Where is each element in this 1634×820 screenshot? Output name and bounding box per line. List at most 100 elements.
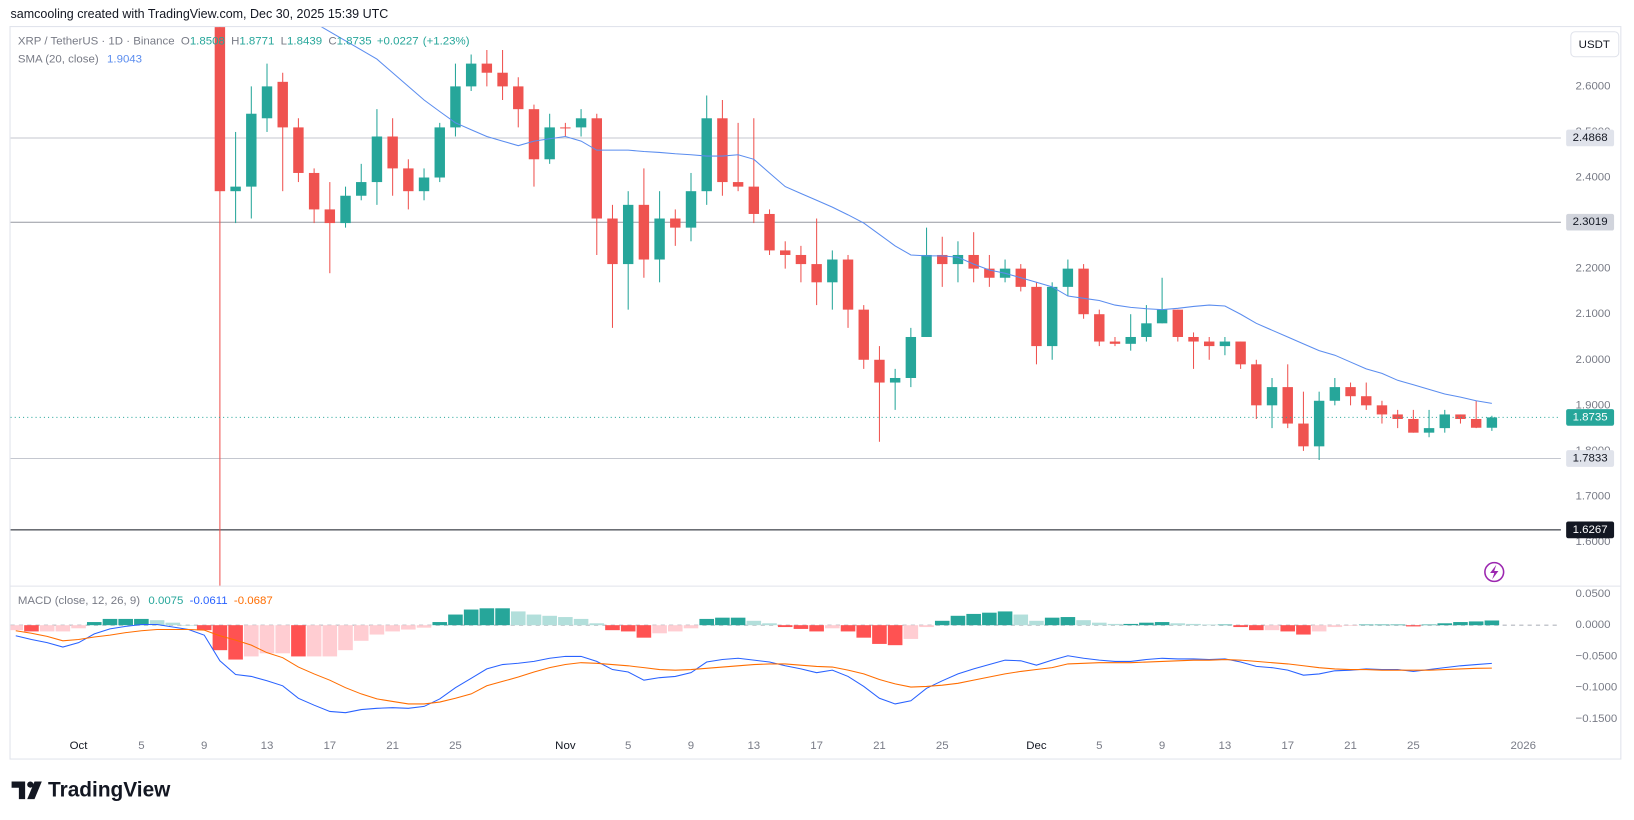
histogram-bar [825,625,840,629]
histogram-bar [903,625,919,639]
candle-body [1141,323,1152,337]
histogram-bar [1123,623,1138,626]
histogram-bar [1311,625,1327,632]
y-tick-label: 1.6000 [1576,536,1611,548]
x-tick-label: 13 [1219,740,1232,752]
histogram-bar [573,618,589,626]
histogram-bar [102,618,118,626]
x-tick-label: 25 [1407,740,1420,752]
y-tick-label: 1.9000 [1576,399,1611,411]
x-tick-label: 9 [688,740,694,752]
sma-value: 1.9043 [107,53,142,65]
histogram-bar [322,625,338,657]
candle-body [874,359,885,383]
histogram-bar [1358,624,1374,626]
macd-pane [10,608,1561,714]
x-tick-label: 25 [936,740,949,752]
macd-line [15,629,1492,705]
histogram-bar [1029,620,1044,626]
candle-body [1062,268,1074,287]
candle-body [1078,268,1089,315]
candle-body [968,254,979,269]
change-pct: (+1.23%) [423,36,470,48]
candle-body [1219,341,1231,347]
candle-body [764,213,775,251]
macd-legend: MACD (close, 12, 26, 9) 0.0075 -0.0611 -0.0… [18,595,273,607]
alert-icon[interactable] [1484,561,1505,583]
y-tick-label: 2.1000 [1576,308,1611,320]
price-pane [10,27,1561,586]
level-tag-bg [1566,450,1615,467]
histogram-bar [134,618,149,626]
histogram-bar [181,625,196,626]
ohlc-value: 1.8508 [190,36,225,48]
histogram-bar [10,625,24,631]
x-tick-label: 17 [810,740,823,752]
x-tick-label: Dec [1026,740,1047,752]
candle-body [450,86,461,128]
candle-body [638,204,650,260]
histogram-bar [762,623,777,626]
level-tag-bg [1566,521,1615,539]
histogram-bar [338,625,353,651]
candle-body [434,127,445,178]
currency-button[interactable] [1570,31,1620,58]
candle-body [905,336,917,378]
candle-body [717,118,728,183]
histogram-bar [1343,625,1358,626]
candle-body [1109,341,1121,344]
x-tick-label: Oct [70,740,89,752]
candle-body [1361,396,1372,406]
histogram-bar [1249,625,1264,631]
logo-text: TradingView [48,778,171,801]
y-tick-label: 2.0000 [1576,354,1611,366]
histogram-bar [1013,614,1029,626]
histogram-bar [777,625,793,628]
candle-body [1329,387,1341,401]
histogram-bar [228,625,243,660]
last-price-tag: 1.8735 [1573,411,1608,423]
candle-body [952,254,964,265]
candle-body [230,186,241,192]
candle-body [607,218,618,265]
histogram-bar [1233,625,1248,628]
macd-value: -0.0611 [190,595,228,607]
x-tick-label: 17 [323,740,336,752]
histogram-bar [982,612,997,626]
histogram-bar [715,617,730,626]
y-tick-label: 1.7000 [1576,490,1611,502]
candle-body [371,136,383,183]
histogram-bar [1421,624,1437,626]
candle-body [1313,400,1325,447]
candle-body [1298,423,1309,447]
histogram-bar [24,625,39,632]
histogram-bar [1060,617,1076,626]
histogram-bar [196,625,212,631]
candle-body [1455,414,1466,419]
candle-body [1470,418,1482,428]
candle-body [827,259,838,283]
alert-circle [1484,561,1505,583]
candle-body [497,72,508,87]
candle-body [1486,417,1498,428]
y-tick-label: −0.1000 [1576,682,1618,694]
histogram-bar [746,620,762,626]
y-tick-label: −0.1500 [1576,713,1618,725]
candle-body [1376,405,1388,415]
candle-body [403,168,414,192]
histogram-bar [1076,620,1091,626]
candle-body [356,182,367,196]
x-tick-label: Nov [555,740,576,752]
histogram-bar [1280,625,1296,632]
histogram-bar [1264,625,1280,631]
x-tick-label: 21 [1344,740,1357,752]
alert-bolt [1490,564,1499,580]
histogram-bar [840,625,856,632]
ohlc-label: C [328,36,336,48]
histogram-bar [463,609,479,626]
histogram-bar [997,611,1013,626]
candle-body [1204,341,1215,347]
histogram-bar [589,623,605,626]
candle-body [340,195,351,224]
